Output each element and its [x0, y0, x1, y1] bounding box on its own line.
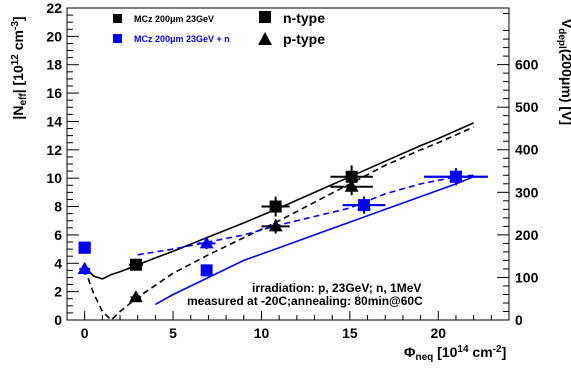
- triangle-marker: [128, 290, 143, 303]
- y-tick-label: 0: [54, 312, 62, 328]
- square-marker: [200, 264, 213, 277]
- y-tick-label: 16: [46, 85, 62, 101]
- y-tick-label: 4: [54, 255, 62, 271]
- x-tick-label: 5: [169, 325, 177, 341]
- data-points: [77, 165, 488, 303]
- y-tick-label: 8: [54, 199, 62, 215]
- x-tick-label: 10: [254, 325, 270, 341]
- y-tick-label: 18: [46, 57, 62, 73]
- square-marker: [78, 241, 91, 254]
- plot-frame: [66, 7, 510, 321]
- fit-curves: [83, 122, 474, 322]
- y-axis-title: |Neff| [1012 cm-3]: [10, 16, 29, 119]
- solid-fit-curve: [155, 176, 474, 306]
- y-tick-label: 10: [46, 170, 62, 186]
- y2-tick-label: 0: [515, 312, 523, 328]
- y2-tick-label: 400: [515, 142, 539, 158]
- y2-axis-title: Vdepl(200μm) [V]: [556, 19, 571, 125]
- square-marker: [129, 258, 142, 271]
- legend: MCz 200μm 23GeV MCz 200μm 23GeV + n n-ty…: [113, 10, 325, 47]
- x-tick-label: 15: [342, 325, 358, 341]
- legend-marker-p-type: [258, 32, 272, 45]
- triangle-marker: [199, 236, 214, 249]
- y2-tick-label: 100: [515, 269, 539, 285]
- legend-marker-blue-square: [113, 34, 122, 43]
- y-tick-label: 20: [46, 28, 62, 44]
- y-tick-label: 6: [54, 227, 62, 243]
- y2-tick-label: 600: [515, 57, 539, 73]
- axes: 0 5 10 15 2002468101214161820220100200300400…: [46, 0, 538, 341]
- legend-label-series-1: MCz 200μm 23GeV: [134, 14, 214, 24]
- dashed-fit-curve: [137, 174, 474, 256]
- y2-tick-label: 500: [515, 99, 539, 115]
- y-tick-label: 22: [46, 0, 62, 16]
- y-tick-label: 2: [54, 284, 62, 300]
- y-tick-label: 12: [46, 142, 62, 158]
- x-tick-label: 0: [81, 325, 89, 341]
- triangle-marker: [448, 169, 463, 182]
- square-marker: [269, 200, 282, 213]
- triangle-marker: [268, 219, 283, 232]
- legend-label-series-2: MCz 200μm 23GeV + n: [134, 34, 230, 44]
- dashed-fit-curve: [83, 126, 474, 322]
- legend-marker-black-square: [113, 14, 122, 23]
- legend-label-n-type: n-type: [283, 10, 325, 26]
- annotation-irradiation: irradiation: p, 23GeV; n, 1MeV: [252, 281, 421, 295]
- y2-tick-label: 200: [515, 227, 539, 243]
- triangle-marker: [77, 261, 92, 274]
- triangle-marker: [357, 198, 372, 211]
- y2-tick-label: 300: [515, 184, 539, 200]
- y-tick-label: 14: [46, 113, 62, 129]
- x-axis-title: Φneq [1014 cm-2]: [404, 344, 506, 363]
- legend-marker-n-type: [259, 11, 271, 23]
- square-marker: [345, 170, 358, 183]
- solid-fit-curve: [84, 122, 474, 280]
- triangle-marker: [344, 179, 359, 192]
- legend-label-p-type: p-type: [283, 31, 325, 47]
- annotation-measurement: measured at -20C;annealing: 80min@60C: [187, 294, 423, 308]
- x-tick-label: 20: [430, 325, 446, 341]
